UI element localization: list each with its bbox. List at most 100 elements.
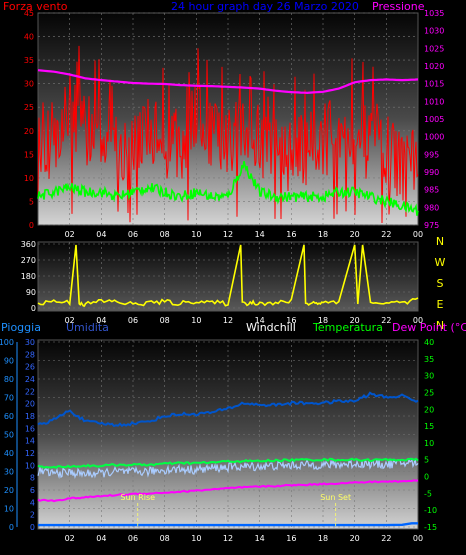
y-tick-label: 12 [25,449,35,458]
x-tick-label: 08 [160,534,170,543]
y-tick-label: 985 [424,186,439,195]
y-tick-label: 1005 [424,115,444,124]
x-tick-label: 04 [96,316,106,325]
y-tick-label: 995 [424,150,439,159]
y-tick-label: 360 [21,240,36,249]
y-tick-label: 10 [424,439,434,448]
dewpoint-line [37,479,419,503]
x-tick-label: 14 [255,534,265,543]
x-tick-label: 04 [96,230,106,239]
x-tick-label: 20 [350,230,360,239]
y-tick-label: 2 [30,511,35,520]
y-tick-label: 50 [4,431,14,440]
x-tick-label: 00 [413,230,423,239]
y-tick-label: 40 [4,449,14,458]
x-tick-label: 18 [318,230,328,239]
direction-label: N [436,319,444,332]
x-tick-label: 22 [381,534,391,543]
x-tick-label: 02 [65,316,75,325]
wind-average-line [37,161,419,216]
y-tick-label: 25 [24,103,34,112]
y-tick-label: 1035 [424,9,444,18]
wind-direction-grid [38,242,418,311]
y-tick-label: 14 [25,437,35,446]
sun-marker-label: Sun Rise [120,493,155,502]
pressure-line [37,69,419,95]
y-tick-label: 5 [424,456,429,465]
wind-axis-title: Forza vento [3,0,68,13]
y-tick-label: 8 [30,474,35,483]
x-tick-label: 16 [286,230,296,239]
x-tick-label: 08 [160,230,170,239]
temperature-panel: Pioggia Umidita Windchill Temperatura De… [0,321,466,543]
temperature-axes: 0102030405060708090100024681012141618202… [0,338,437,543]
x-tick-label: 18 [318,534,328,543]
y-tick-label: 100 [0,338,14,347]
y-tick-label: 1010 [424,97,444,106]
y-tick-label: 15 [424,422,434,431]
y-tick-label: 18 [25,412,35,421]
wind-direction-series [37,244,419,307]
x-tick-label: 22 [381,230,391,239]
x-tick-label: 10 [191,534,201,543]
y-tick-label: 0 [424,473,429,482]
y-tick-label: 0 [29,221,34,230]
y-tick-label: -15 [424,523,437,532]
windchill-line [37,458,419,480]
humidity-axis-title: Umidita [66,321,109,334]
y-tick-label: 20 [4,486,14,495]
y-tick-label: 0 [31,304,36,313]
y-tick-label: 0 [9,523,14,532]
y-tick-label: 980 [424,203,439,212]
y-tick-label: 40 [424,338,434,347]
y-tick-label: 20 [24,127,34,136]
y-tick-label: 180 [21,272,36,281]
x-tick-label: 06 [128,534,138,543]
x-tick-label: 12 [223,316,233,325]
x-tick-label: 00 [413,534,423,543]
y-tick-label: 1025 [424,44,444,53]
direction-label: E [437,298,444,311]
y-tick-label: 5 [29,197,34,206]
y-tick-label: 22 [25,387,35,396]
x-tick-label: 14 [255,230,265,239]
temperature-line [37,457,419,469]
direction-label: N [436,235,444,248]
y-tick-label: 70 [4,394,14,403]
y-tick-label: 10 [4,505,14,514]
y-tick-label: 10 [24,174,34,183]
x-tick-label: 12 [223,534,233,543]
y-tick-label: 990 [424,168,439,177]
y-tick-label: -10 [424,506,437,515]
y-tick-label: 15 [24,150,34,159]
x-tick-label: 00 [413,316,423,325]
x-tick-label: 10 [191,230,201,239]
y-tick-label: -5 [424,489,432,498]
y-tick-label: 10 [25,461,35,470]
y-tick-label: 30 [24,80,34,89]
pressure-axis-title: Pressione [372,0,425,13]
x-tick-label: 06 [128,316,138,325]
temperature-legend: Temperatura [312,321,383,334]
wind-pressure-axes: 0510152025303540459759809859909951000100… [24,9,445,239]
rain-line [38,522,418,527]
y-tick-label: 1020 [424,62,444,71]
x-tick-label: 18 [318,316,328,325]
y-tick-label: 24 [25,375,35,384]
y-tick-label: 20 [424,405,434,414]
y-tick-label: 40 [24,33,34,42]
temperature-grid [38,340,418,529]
y-tick-label: 1030 [424,27,444,36]
chart-title: 24 hour graph day 26 Marzo 2020 [171,0,359,13]
y-tick-label: 0 [30,523,35,532]
sun-marker-label: Sun Set [320,493,351,502]
x-tick-label: 20 [350,534,360,543]
x-tick-label: 12 [223,230,233,239]
y-tick-label: 975 [424,221,439,230]
y-tick-label: 45 [24,9,34,18]
y-tick-label: 35 [24,56,34,65]
wind-pressure-series [37,45,419,224]
